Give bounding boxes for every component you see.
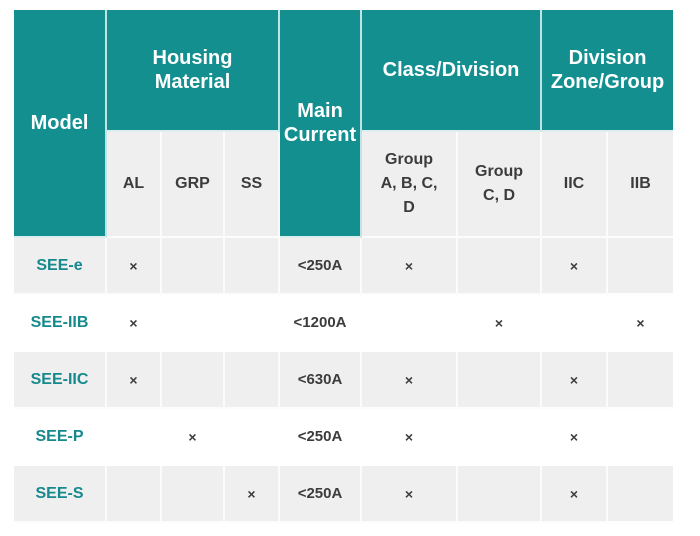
grp-mark-cell <box>162 352 225 409</box>
group-cd-mark-cell <box>458 352 543 409</box>
model-name-cell: SEE-S <box>14 466 107 523</box>
iib-mark-cell <box>608 352 674 409</box>
product-spec-table: Model Housing Material Main Current Clas… <box>14 10 674 523</box>
header-group-row: Model Housing Material Main Current Clas… <box>14 10 674 238</box>
group-abcd-mark-cell: × <box>362 466 459 523</box>
main-current-cell: <250A <box>280 466 363 523</box>
ss-mark-cell <box>225 295 281 352</box>
al-mark-cell: × <box>107 238 162 295</box>
iib-mark-cell <box>608 238 674 295</box>
table-header: Model Housing Material Main Current Clas… <box>14 10 674 238</box>
model-name-cell: SEE-IIB <box>14 295 107 352</box>
grp-mark-cell: × <box>162 409 225 466</box>
model-name-cell: SEE-e <box>14 238 107 295</box>
group-abcd-mark-cell: × <box>362 238 459 295</box>
grp-mark-cell <box>162 466 225 523</box>
subheader-al: AL <box>107 132 162 238</box>
table-row-see-s: SEE-S × <250A × × <box>14 466 674 523</box>
subheader-grp: GRP <box>162 132 225 238</box>
al-mark-cell <box>107 409 162 466</box>
table-row-see-iib: SEE-IIB × <1200A × × <box>14 295 674 352</box>
main-current-cell: <250A <box>280 409 363 466</box>
main-current-cell: <1200A <box>280 295 363 352</box>
group-abcd-mark-cell: × <box>362 409 459 466</box>
grp-mark-cell <box>162 238 225 295</box>
header-class-division: Class/Division <box>362 10 543 132</box>
group-cd-mark-cell <box>458 409 543 466</box>
iib-mark-cell <box>608 409 674 466</box>
table-row-see-iic: SEE-IIC × <630A × × <box>14 352 674 409</box>
iic-mark-cell: × <box>542 466 609 523</box>
subheader-group-cd: Group C, D <box>458 132 543 238</box>
header-model: Model <box>14 10 107 238</box>
table-row-see-p: SEE-P × <250A × × <box>14 409 674 466</box>
iib-mark-cell <box>608 466 674 523</box>
model-name-cell: SEE-IIC <box>14 352 107 409</box>
group-cd-mark-cell: × <box>458 295 543 352</box>
iic-mark-cell: × <box>542 409 609 466</box>
al-mark-cell: × <box>107 352 162 409</box>
al-mark-cell: × <box>107 295 162 352</box>
main-current-cell: <630A <box>280 352 363 409</box>
group-cd-mark-cell <box>458 466 543 523</box>
header-main-current: Main Current <box>280 10 363 238</box>
table-body: SEE-e × <250A × × SEE-IIB × <1200A × × <box>14 238 674 523</box>
subheader-iic: IIC <box>542 132 609 238</box>
subheader-group-abcd: Group A, B, C, D <box>362 132 459 238</box>
group-abcd-mark-cell <box>362 295 459 352</box>
model-name-cell: SEE-P <box>14 409 107 466</box>
subheader-iib: IIB <box>608 132 674 238</box>
iib-mark-cell: × <box>608 295 674 352</box>
grp-mark-cell <box>162 295 225 352</box>
iic-mark-cell: × <box>542 352 609 409</box>
al-mark-cell <box>107 466 162 523</box>
group-abcd-mark-cell: × <box>362 352 459 409</box>
ss-mark-cell: × <box>225 466 281 523</box>
group-cd-mark-cell <box>458 238 543 295</box>
iic-mark-cell <box>542 295 609 352</box>
ss-mark-cell <box>225 238 281 295</box>
ss-mark-cell <box>225 352 281 409</box>
subheader-ss: SS <box>225 132 281 238</box>
ss-mark-cell <box>225 409 281 466</box>
header-sub-row: AL GRP SS Group A, B, C, D Group C, D II… <box>14 132 674 238</box>
iic-mark-cell: × <box>542 238 609 295</box>
main-current-cell: <250A <box>280 238 363 295</box>
header-division-zone-group: Division Zone/Group <box>542 10 674 132</box>
table-row-see-e: SEE-e × <250A × × <box>14 238 674 295</box>
header-housing-material: Housing Material <box>107 10 281 132</box>
